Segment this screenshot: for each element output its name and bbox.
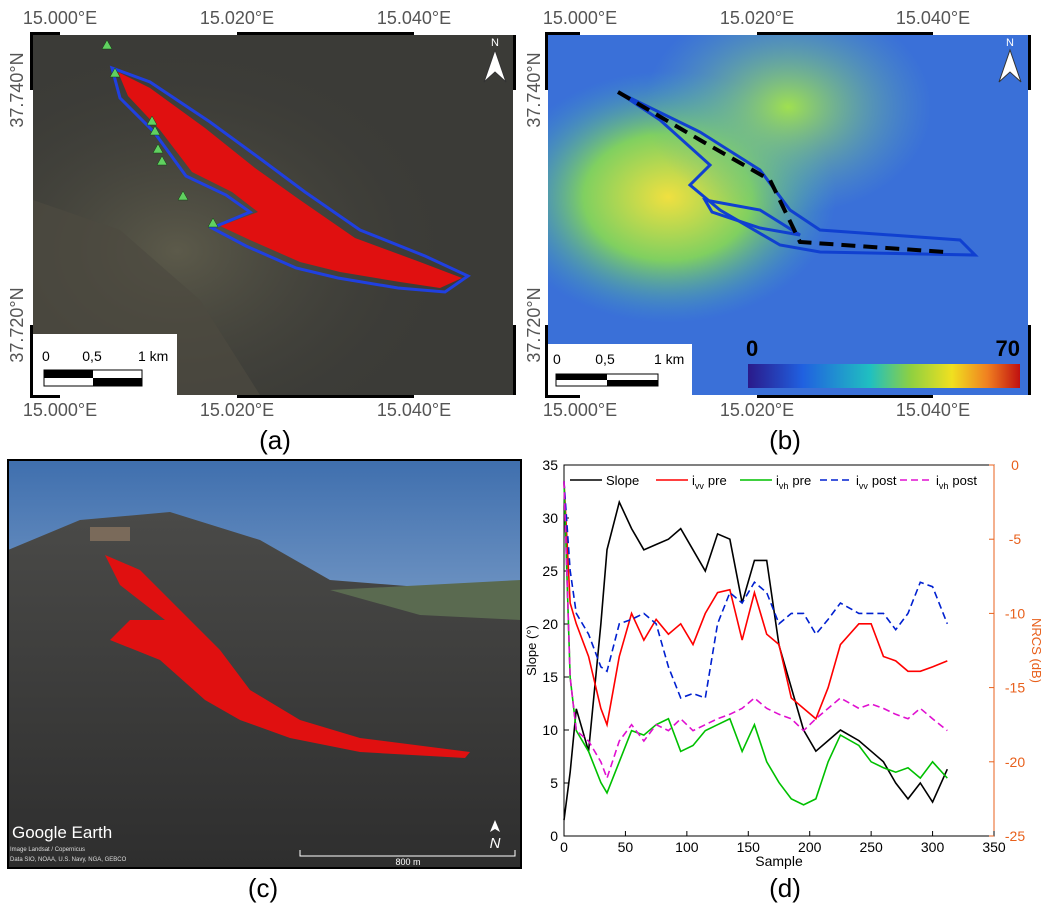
scale-label: 1 km — [138, 348, 168, 364]
colorbar-label: 0 — [746, 336, 758, 361]
legend-subscript: vh — [779, 481, 789, 491]
y2-tick-label: -25 — [1005, 828, 1025, 844]
scale-label: 0 — [553, 351, 561, 367]
lon-label: 15.000°E — [23, 8, 97, 28]
y-tick-label: 5 — [550, 775, 558, 791]
scale-label: 800 m — [395, 857, 420, 867]
x-tick-label: 250 — [859, 839, 883, 855]
north-label: N — [1006, 37, 1014, 49]
panel-label: (b) — [769, 425, 801, 455]
y-tick-label: 25 — [542, 563, 558, 579]
scale-label: 0,5 — [82, 348, 102, 364]
legend-suffix: post — [872, 473, 897, 488]
panel-c: Google Earth Image Landsat / Copernicus … — [8, 460, 521, 903]
north-label: N — [490, 835, 501, 852]
lon-label: 15.000°E — [543, 400, 617, 420]
y2-tick-label: -10 — [1005, 605, 1025, 621]
y-tick-label: 20 — [542, 616, 558, 632]
lon-label: 15.040°E — [896, 400, 970, 420]
y2-tick-label: 0 — [1011, 457, 1019, 473]
lon-label: 15.040°E — [377, 8, 451, 28]
lon-label: 15.000°E — [23, 400, 97, 420]
x-tick-label: 100 — [675, 839, 699, 855]
panel-label: (c) — [248, 873, 278, 903]
scale-bar — [607, 380, 658, 386]
panel-label: (d) — [769, 873, 801, 903]
colorbar-label: 70 — [996, 336, 1020, 361]
y-tick-label: 0 — [550, 828, 558, 844]
lat-label: 37.720°N — [7, 287, 27, 362]
lon-label: 15.020°E — [720, 8, 794, 28]
legend-subscript: vv — [859, 481, 869, 491]
x-tick-label: 300 — [921, 839, 945, 855]
panel-a: 0 0,5 1 km N 15.000°E 15.020°E 15.040°E … — [7, 8, 516, 455]
legend-entry: Slope — [606, 473, 639, 488]
x-tick-label: 350 — [982, 839, 1006, 855]
lon-label: 15.020°E — [200, 400, 274, 420]
panel-label: (a) — [259, 425, 291, 455]
lat-label: 37.720°N — [524, 287, 544, 362]
scale-bar — [556, 374, 607, 380]
credit: Image Landsat / Copernicus — [10, 847, 85, 853]
scale-bar — [93, 378, 142, 386]
lon-label: 15.040°E — [377, 400, 451, 420]
crater-station — [90, 527, 130, 541]
lat-label: 37.740°N — [524, 52, 544, 127]
legend-suffix: post — [952, 473, 977, 488]
scale-label: 0,5 — [595, 351, 615, 367]
y-tick-label: 15 — [542, 669, 558, 685]
scale-label: 1 km — [654, 351, 684, 367]
watermark: Google Earth — [12, 823, 112, 842]
y-tick-label: 30 — [542, 510, 558, 526]
y2-tick-label: -15 — [1005, 680, 1025, 696]
y2-tick-label: -20 — [1005, 754, 1025, 770]
y-tick-label: 10 — [542, 722, 558, 738]
scale-bar — [44, 370, 93, 378]
lon-label: 15.000°E — [543, 8, 617, 28]
x-axis-label: Sample — [755, 853, 803, 869]
scale-label: 0 — [42, 348, 50, 364]
backscatter — [548, 35, 1028, 395]
lat-label: 37.740°N — [7, 52, 27, 127]
x-tick-label: 50 — [618, 839, 634, 855]
y2-tick-label: -5 — [1009, 531, 1022, 547]
legend-name: Slope — [606, 473, 639, 488]
credit: Data SIO, NOAA, U.S. Navy, NGA, GEBCO — [10, 857, 127, 863]
lon-label: 15.020°E — [720, 400, 794, 420]
north-label: N — [491, 37, 499, 49]
legend-suffix: pre — [708, 473, 727, 488]
y2-axis-label: NRCS (dB) — [1029, 618, 1041, 683]
x-tick-label: 0 — [560, 839, 568, 855]
y-axis-label: Slope (°) — [524, 625, 539, 676]
y-tick-label: 35 — [542, 457, 558, 473]
legend-suffix: pre — [792, 473, 811, 488]
legend-subscript: vv — [695, 481, 705, 491]
figure: 0 0,5 1 km N 15.000°E 15.020°E 15.040°E … — [0, 0, 1041, 906]
panel-b: 0 0,5 1 km 0 70 N 15.000°E 15.020°E 15.0… — [524, 8, 1031, 455]
lon-label: 15.040°E — [896, 8, 970, 28]
legend-subscript: vh — [939, 481, 949, 491]
lon-label: 15.020°E — [200, 8, 274, 28]
colorbar — [748, 364, 1020, 388]
